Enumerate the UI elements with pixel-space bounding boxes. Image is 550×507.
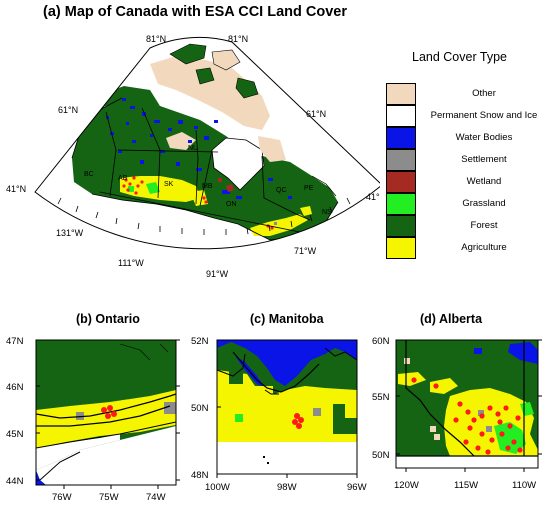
y-tick-label: 50N xyxy=(191,403,209,414)
legend-label: Water Bodies xyxy=(455,132,513,143)
x-tick-label: 74W xyxy=(146,492,166,503)
x-tick-label: 76W xyxy=(52,492,72,503)
alberta-stations xyxy=(411,377,523,455)
legend-item: Agriculture xyxy=(386,237,550,259)
legend-item: Settlement xyxy=(386,149,550,171)
y-tick-label: 50N xyxy=(372,450,390,461)
grassland-region xyxy=(146,182,160,194)
legend-label: Permanent Snow and Ice xyxy=(430,110,538,121)
legend-item: Wetland xyxy=(386,171,550,193)
x-tick-label: 100W xyxy=(205,482,230,493)
legend-label: Other xyxy=(472,88,496,99)
legend-label: Forest xyxy=(470,220,498,231)
province-label: PE xyxy=(304,185,314,192)
lat-label: 61°N xyxy=(306,109,326,119)
ontario-map: 47N 46N 45N 44N 76W 75W 74W xyxy=(6,336,180,503)
panel-title-manitoba: (c) Manitoba xyxy=(250,312,324,326)
x-tick-label: 98W xyxy=(277,482,297,493)
province-label: ON xyxy=(226,201,237,208)
y-tick-label: 60N xyxy=(372,336,390,347)
legend-swatch xyxy=(386,105,416,127)
x-tick-label: 75W xyxy=(99,492,119,503)
x-tick-label: 96W xyxy=(347,482,367,493)
y-tick-label: 48N xyxy=(191,470,209,481)
province-label: NU xyxy=(188,145,198,152)
legend-item: Other xyxy=(386,83,550,105)
legend-swatch xyxy=(386,237,416,259)
alberta-map: 60N 55N 50N 120W 115W 110W xyxy=(372,336,542,491)
manitoba-map: 52N 50N 48N 100W 98W 96W xyxy=(191,336,367,493)
province-label: QC xyxy=(276,187,287,194)
y-tick-label: 44N xyxy=(6,476,24,487)
lon-label: 71°W xyxy=(294,246,317,256)
prairie-agriculture xyxy=(120,176,200,202)
y-tick-label: 46N xyxy=(6,382,24,393)
lon-label: 91°W xyxy=(206,269,229,279)
lat-label: 81°N xyxy=(146,34,166,44)
lat-label: 81°N xyxy=(228,34,248,44)
legend-item: Grassland xyxy=(386,193,550,215)
province-label: AB xyxy=(118,175,128,182)
panel-title-alberta: (d) Alberta xyxy=(420,312,483,326)
legend-title: Land Cover Type xyxy=(412,50,507,64)
legend-label: Grassland xyxy=(462,198,506,209)
legend-swatch xyxy=(386,193,416,215)
lat-label: 61°N xyxy=(58,105,78,115)
map-frame xyxy=(34,36,380,250)
legend-swatch xyxy=(386,171,416,193)
province-label: SK xyxy=(164,181,174,188)
figure-title: (a) Map of Canada with ESA CCI Land Cove… xyxy=(43,4,347,20)
lat-label: 41°N xyxy=(366,192,380,202)
legend-item: Water Bodies xyxy=(386,127,550,149)
y-tick-label: 47N xyxy=(6,336,24,347)
legend-item: Permanent Snow and Ice xyxy=(386,105,550,127)
hudson-bay xyxy=(211,137,265,191)
y-tick-label: 52N xyxy=(191,336,209,347)
legend-swatch xyxy=(386,127,416,149)
eastern-agriculture xyxy=(250,214,308,236)
forest-region xyxy=(72,98,338,240)
y-tick-label: 55N xyxy=(372,392,390,403)
province-label: NS xyxy=(322,209,332,216)
legend-swatch xyxy=(386,215,416,237)
lon-label: 111°W xyxy=(118,258,144,268)
settlement-patch xyxy=(274,222,277,225)
tundra-region xyxy=(150,56,270,130)
x-tick-label: 110W xyxy=(512,480,536,491)
legend-label: Wetland xyxy=(466,176,502,187)
legend-swatch xyxy=(386,149,416,171)
legend-label: Settlement xyxy=(461,154,507,165)
x-tick-label: 115W xyxy=(454,480,478,491)
canada-land-cover-map: 81°N 81°N 61°N 61°N 41°N 41°N 131°W 111°… xyxy=(6,34,380,279)
lon-label: 131°W xyxy=(56,228,84,238)
manitoba-stations xyxy=(292,413,304,429)
legend-item: Forest xyxy=(386,215,550,237)
ontario-stations xyxy=(101,405,117,419)
legend-label: Agriculture xyxy=(461,242,507,253)
legend-swatch xyxy=(386,83,416,105)
province-label: BC xyxy=(84,171,94,178)
x-tick-label: 120W xyxy=(394,480,419,491)
y-tick-label: 45N xyxy=(6,429,24,440)
province-label: MB xyxy=(202,183,213,190)
panel-title-ontario: (b) Ontario xyxy=(76,312,140,326)
wetland-region xyxy=(226,184,234,192)
lat-label: 41°N xyxy=(6,184,26,194)
